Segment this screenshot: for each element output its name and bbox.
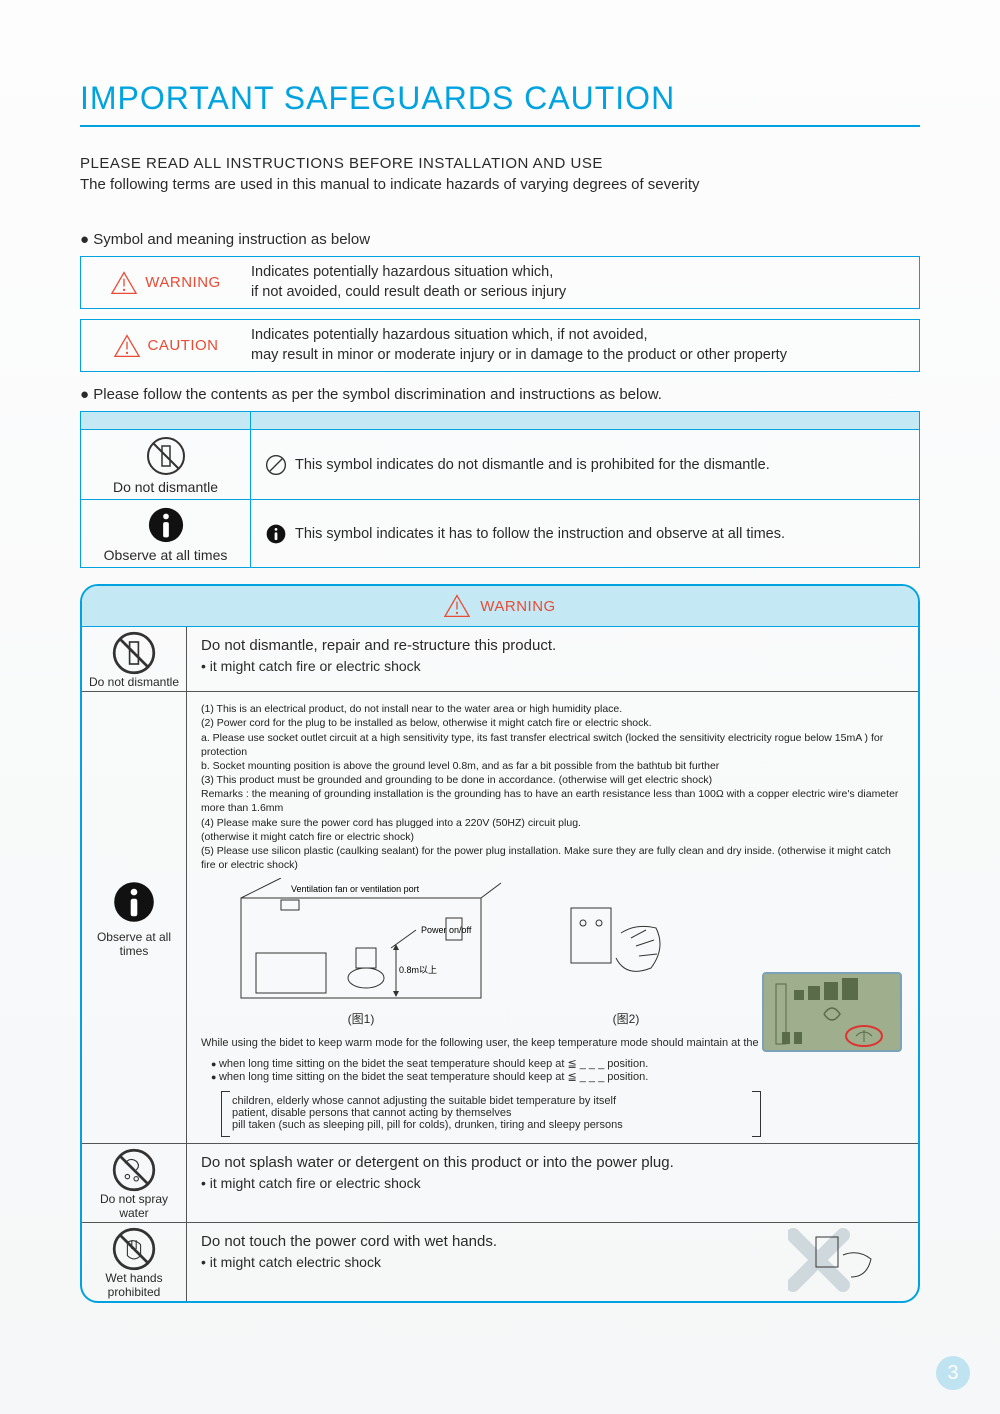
warning-triangle-icon: [111, 271, 137, 295]
symbol-discrimination-table: Do not dismantle This symbol indicates d…: [80, 411, 920, 568]
caution-label: CAUTION: [148, 337, 219, 354]
warning-label: WARNING: [145, 274, 220, 291]
row0-sub: it might catch fire or electric shock: [201, 658, 904, 674]
section1-heading: Symbol and meaning instruction as below: [80, 231, 920, 248]
row0-main: Do not dismantle, repair and re-structur…: [201, 637, 904, 654]
caution-definition-box: CAUTION Indicates potentially hazardous …: [80, 319, 920, 372]
panel-warning-icon: [444, 594, 470, 618]
row2-icon-label: Do not spray water: [84, 1192, 184, 1220]
row2-icon: [112, 1148, 156, 1192]
section2-heading: Please follow the contents as per the sy…: [80, 386, 920, 403]
warning-definition-box: WARNING Indicates potentially hazardous …: [80, 256, 920, 309]
lcd-display-image: [762, 972, 902, 1052]
intro-line-2: The following terms are used in this man…: [80, 176, 920, 193]
svg-text:Power on/off: Power on/off: [421, 925, 472, 935]
row1-fine-print: (1) This is an electrical product, do no…: [201, 702, 904, 872]
do-not-dismantle-icon: [81, 436, 250, 479]
row1-desc: This symbol indicates do not dismantle a…: [295, 457, 770, 473]
row0-icon: [112, 631, 156, 675]
bracket-line-0: children, elderly whose cannot adjusting…: [232, 1095, 750, 1107]
intro-line-1: PLEASE READ ALL INSTRUCTIONS BEFORE INST…: [80, 155, 920, 172]
page-title: IMPORTANT SAFEGUARDS CAUTION: [80, 80, 920, 127]
page-number: 3: [936, 1356, 970, 1390]
bracket-line-2: pill taken (such as sleeping pill, pill …: [232, 1119, 750, 1131]
caution-text: Indicates potentially hazardous situatio…: [251, 326, 919, 365]
caution-triangle-icon: [114, 334, 140, 358]
row2-main: Do not splash water or detergent on this…: [201, 1154, 904, 1171]
usage-bullet-1: when long time sitting on the bidet the …: [211, 1070, 904, 1083]
row0-icon-label: Do not dismantle: [89, 675, 179, 689]
row1-icon: [112, 880, 156, 924]
warning-panel: WARNING Do not dismantle Do not dismantl…: [80, 584, 920, 1303]
fig1-label: (图1): [221, 1010, 501, 1027]
prohibit-circle-icon: [265, 454, 287, 476]
observe-icon: [81, 506, 250, 547]
bracket-box: children, elderly whose cannot adjusting…: [221, 1091, 761, 1135]
observe-label: Observe at all times: [81, 547, 250, 563]
do-not-dismantle-label: Do not dismantle: [81, 479, 250, 495]
usage-bullet-0: when long time sitting on the bidet the …: [211, 1057, 904, 1070]
vent-label: Ventilation fan or ventilation port: [291, 884, 420, 894]
bracket-line-1: patient, disable persons that cannot act…: [232, 1107, 750, 1119]
row2-sub: it might catch fire or electric shock: [201, 1175, 904, 1191]
row3-icon-label: Wet hands prohibited: [84, 1271, 184, 1299]
fig2-label: (图2): [561, 1010, 691, 1027]
svg-text:0.8m以上: 0.8m以上: [399, 965, 437, 975]
row2-desc: This symbol indicates it has to follow t…: [295, 526, 785, 542]
wet-hand-cross-diagram: [788, 1225, 878, 1295]
warning-text: Indicates potentially hazardous situatio…: [251, 263, 919, 302]
row3-icon: [112, 1227, 156, 1271]
diagram-1: Ventilation fan or ventilation port Powe…: [221, 878, 501, 1008]
diagram-2: [561, 878, 691, 1008]
row1-icon-label: Observe at all times: [84, 930, 184, 958]
panel-warning-label: WARNING: [480, 598, 555, 615]
observe-small-icon: [265, 523, 287, 545]
